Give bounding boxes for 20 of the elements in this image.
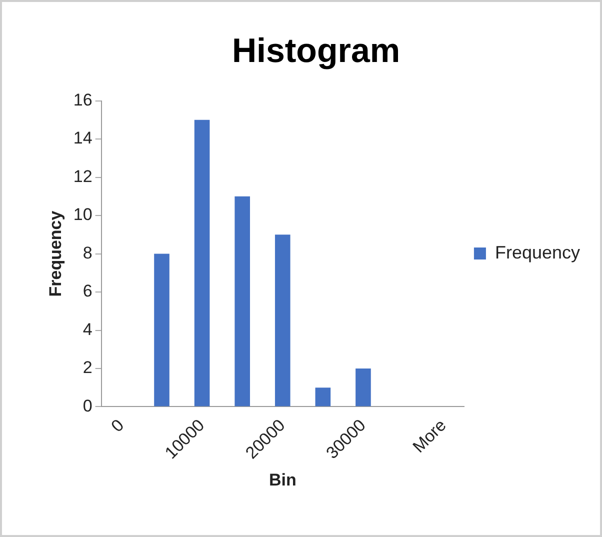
- x-tick-label: 0: [107, 416, 128, 436]
- y-tick-label: 10: [73, 205, 92, 224]
- bar: [356, 368, 371, 406]
- y-tick-label: 12: [73, 166, 92, 186]
- y-tick-label: 8: [82, 243, 92, 262]
- bar: [194, 120, 210, 406]
- bar: [234, 196, 250, 406]
- x-axis-title: Bin: [268, 470, 296, 490]
- legend-label: Frequency: [494, 242, 580, 262]
- chart-title: Histogram: [232, 32, 400, 70]
- bar: [315, 388, 331, 406]
- y-tick-label: 0: [82, 396, 92, 416]
- y-axis-title: Frequency: [46, 210, 65, 297]
- bar: [274, 234, 290, 406]
- y-tick-label: 16: [73, 90, 92, 110]
- y-tick-label: 14: [73, 128, 92, 148]
- y-tick-label: 6: [82, 282, 92, 301]
- bar: [154, 254, 170, 406]
- y-tick-label: 2: [82, 358, 92, 378]
- y-tick-label: 4: [82, 320, 92, 339]
